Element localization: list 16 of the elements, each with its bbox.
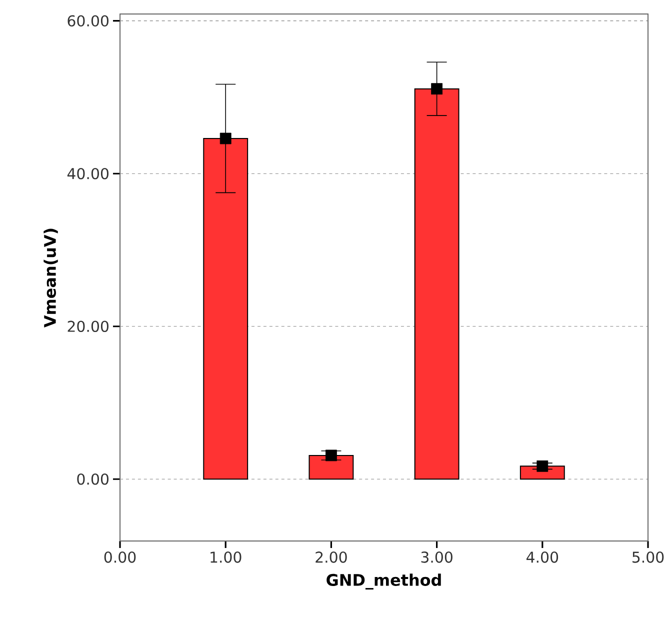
y-tick-label: 60.00 <box>68 15 108 27</box>
x-tick-label: 3.00 <box>421 552 452 563</box>
x-tick-label: 1.00 <box>210 552 242 563</box>
y-tick-label: 40.00 <box>67 168 108 180</box>
x-tick-label: 0.00 <box>104 552 136 563</box>
x-tick-label: 2.00 <box>316 552 347 563</box>
y-tick-label: 0.00 <box>77 473 108 485</box>
y-tick-label: 20.00 <box>68 320 108 332</box>
y-axis-title: Vmean(uV) <box>44 228 58 328</box>
x-tick-label: 5.00 <box>632 552 664 563</box>
point <box>536 460 548 472</box>
point <box>220 132 232 144</box>
point <box>326 450 337 462</box>
x-axis-title: GND_method <box>326 574 441 590</box>
x-tick-label: 4.00 <box>526 552 558 563</box>
point <box>431 83 443 95</box>
